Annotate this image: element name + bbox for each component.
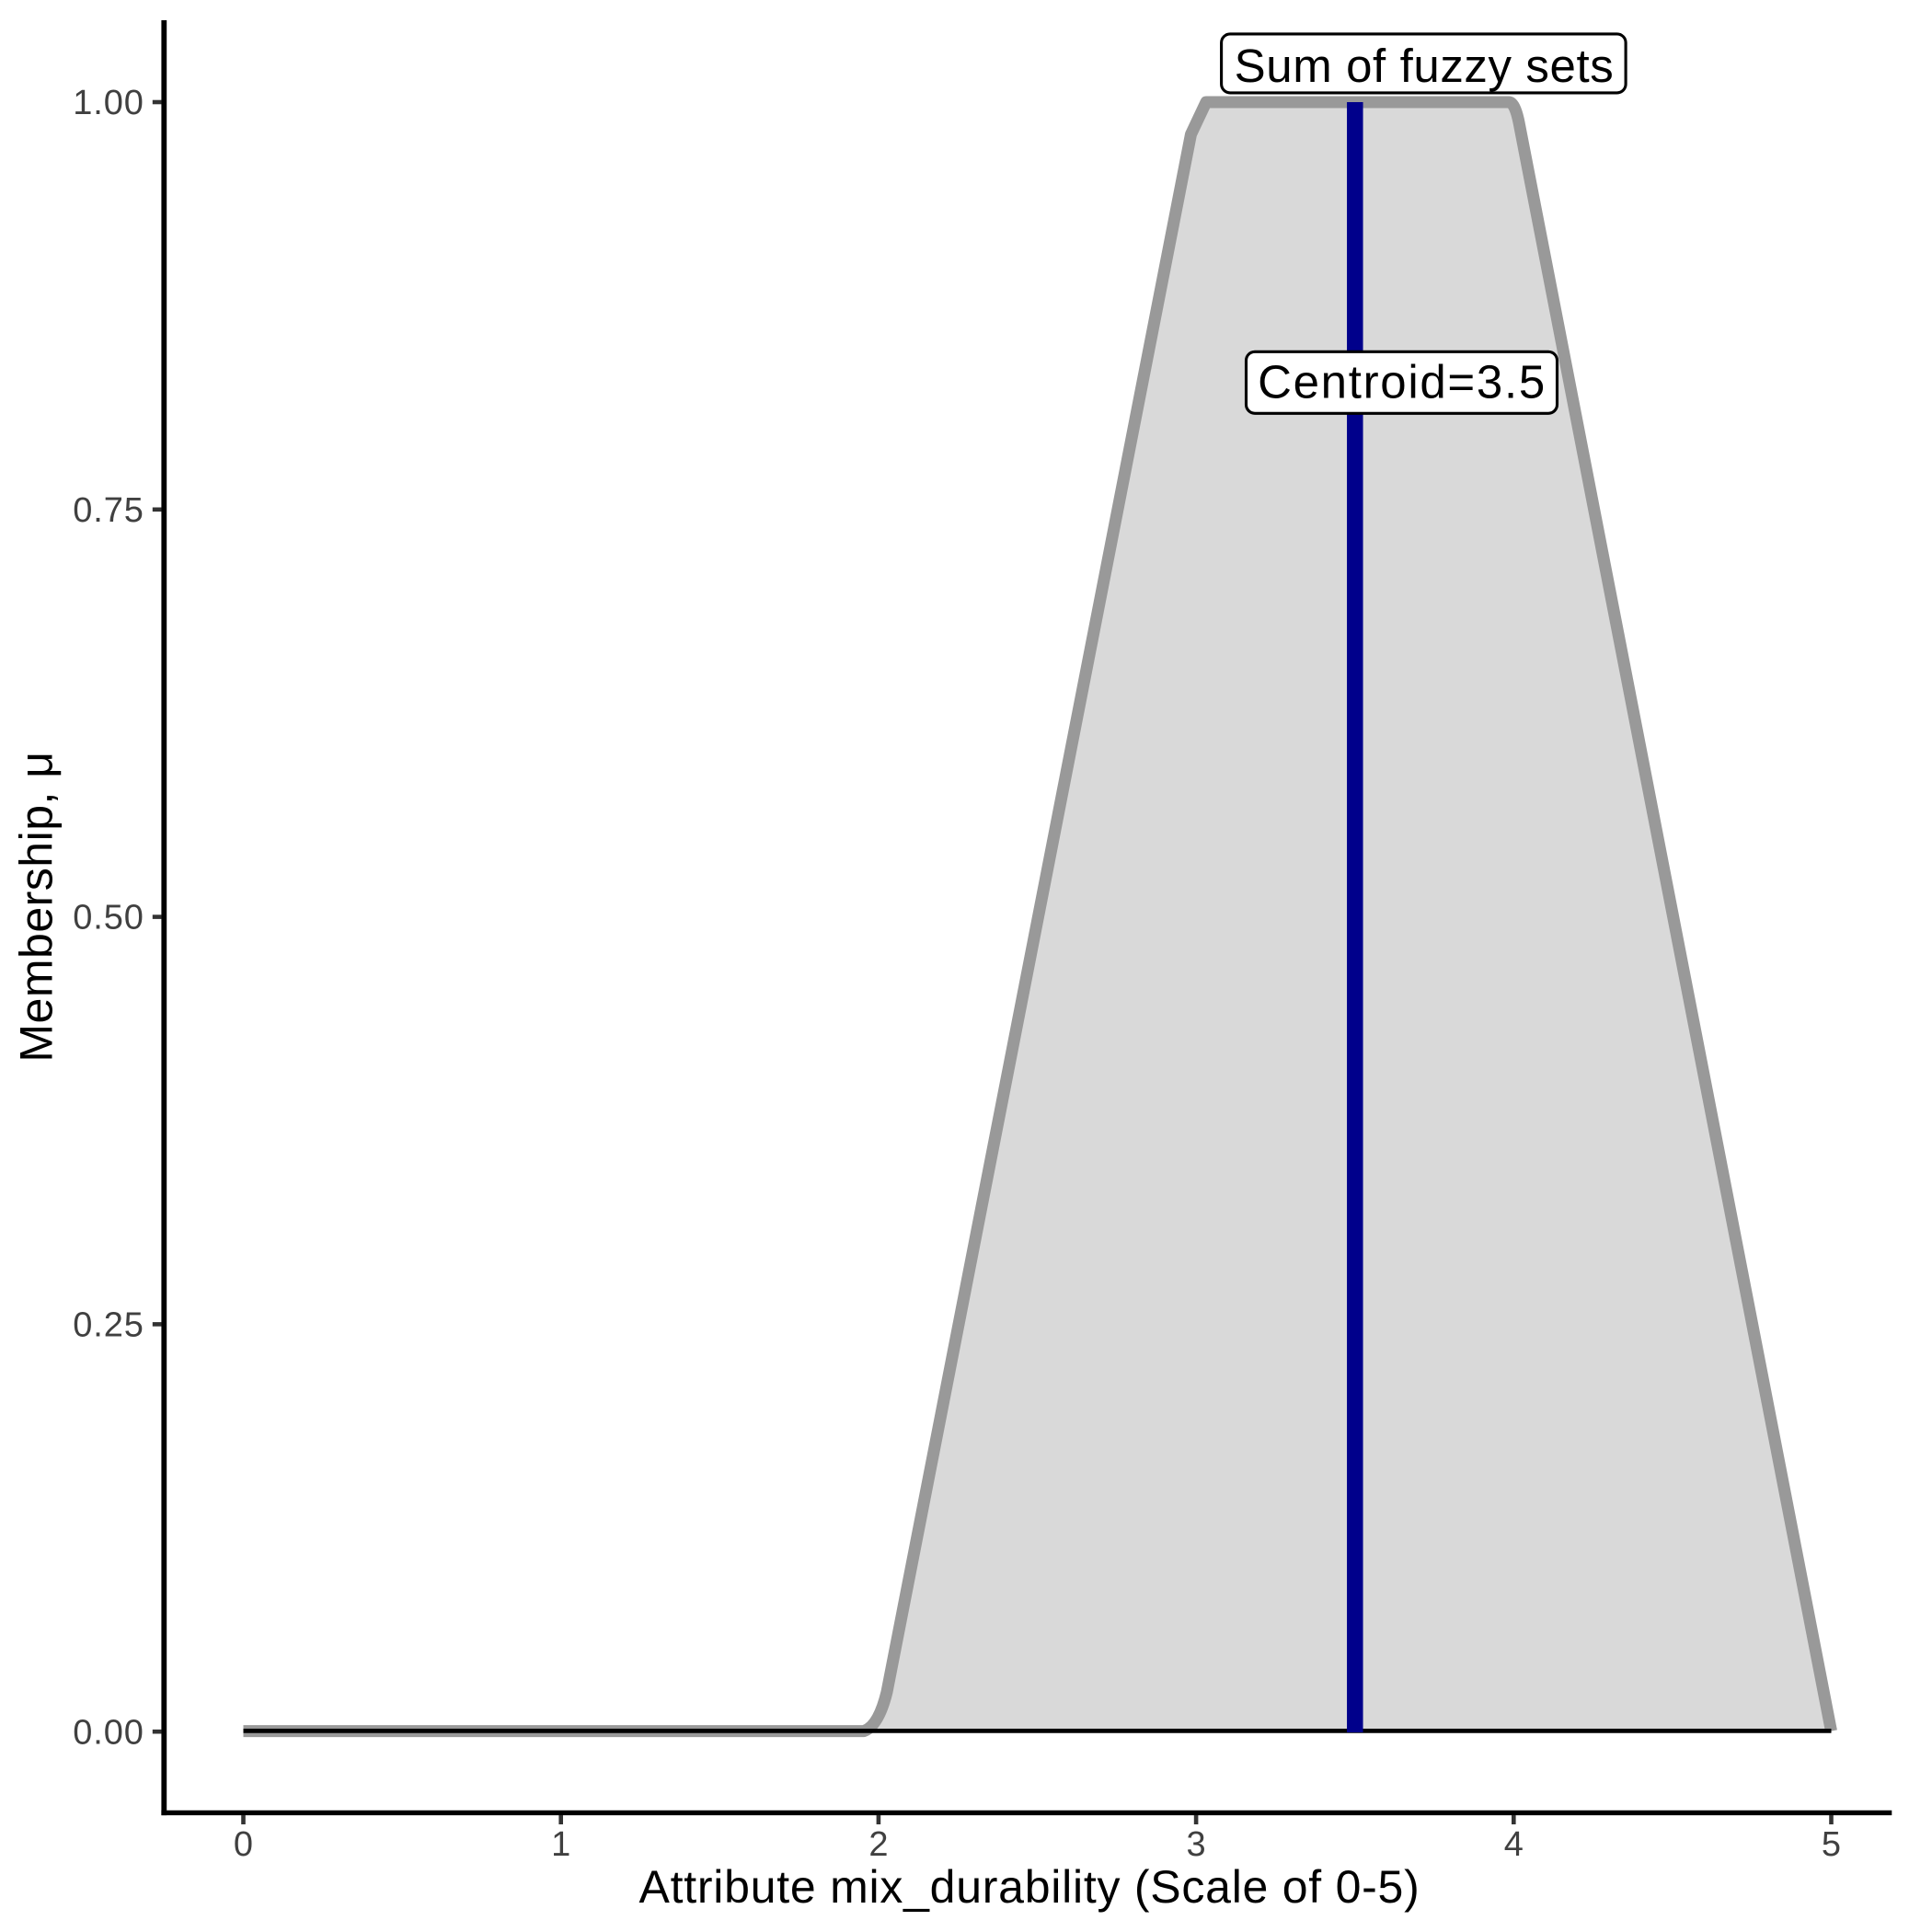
svg-text:Sum of fuzzy sets: Sum of fuzzy sets (1235, 40, 1615, 92)
svg-text:1: 1 (551, 1825, 570, 1864)
svg-text:1.00: 1.00 (73, 84, 144, 122)
svg-text:0.00: 0.00 (73, 1713, 144, 1752)
svg-text:5: 5 (1822, 1825, 1841, 1864)
svg-text:0.75: 0.75 (73, 491, 144, 530)
svg-text:2: 2 (868, 1825, 888, 1864)
svg-text:Membership, μ: Membership, μ (11, 751, 63, 1062)
svg-text:3: 3 (1187, 1825, 1206, 1864)
svg-text:0: 0 (234, 1825, 253, 1864)
svg-text:Centroid=3.5: Centroid=3.5 (1258, 356, 1547, 408)
svg-text:Attribute mix_durability (Scal: Attribute mix_durability (Scale of 0-5) (638, 1861, 1420, 1913)
svg-text:0.50: 0.50 (73, 899, 144, 937)
svg-text:0.25: 0.25 (73, 1306, 144, 1345)
svg-text:4: 4 (1504, 1825, 1524, 1864)
